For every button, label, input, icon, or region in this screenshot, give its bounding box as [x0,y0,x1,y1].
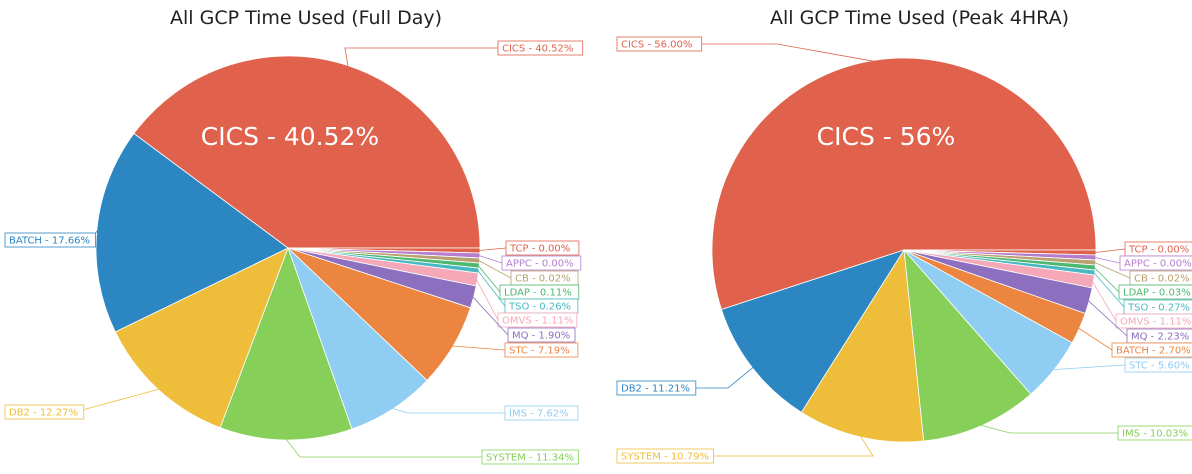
pie-slice-batch[interactable] [95,132,289,333]
callout-label-cb: CB - 0.02% [1134,274,1190,285]
callout-box-system [481,449,579,465]
callout-label-tcp: TCP - 0.00% [1128,245,1189,256]
callout-box-appc [1119,255,1192,271]
callout-box-omvs [1115,313,1192,329]
callout-label-ldap: LDAP - 0.11% [504,288,572,299]
callout-line-omvs [1092,281,1117,322]
callout-line-cb [1094,262,1131,279]
pie-slice-system[interactable] [800,248,925,443]
callout-label-appc: APPC - 0.00% [1124,259,1192,270]
chart-title-peak-4hra: All GCP Time Used (Peak 4HRA) [770,7,1069,29]
callout-label-stc: STC - 7.19% [509,346,570,357]
callout-label-cb: CB - 0.02% [515,274,571,285]
callout-box-cics [497,40,584,56]
callout-line-db2 [695,366,754,389]
callout-box-db2 [4,404,85,420]
callout-line-ldap [477,265,501,293]
callout-label-ims: IMS - 7.62% [509,409,569,420]
callout-label-tcp: TCP - 0.00% [509,244,570,255]
pie-slice-db2[interactable] [114,247,289,429]
callout-label-mq: MQ - 1.90% [512,331,570,342]
callout-box-db2 [616,380,697,396]
pie-slice-cics[interactable] [711,57,1097,311]
callout-line-appc [478,255,503,264]
callout-line-cics [344,47,498,67]
center-label: CICS - 56% [817,122,956,151]
callout-label-system: SYSTEM - 11.34% [486,453,574,464]
callout-label-tso: TSO - 0.27% [1127,303,1190,314]
callout-line-batch [1078,327,1113,351]
callout-box-tcp [505,240,580,256]
callout-line-ims [391,408,505,414]
callout-box-stc [504,342,579,358]
callout-box-appc [501,255,582,271]
callout-line-system [285,438,482,458]
pie-all-gcp-time-used-peak-4hra-: CICS - 56% CICS - 56.00% TCP - 0.00% APPC -… [616,36,1192,464]
callout-label-omvs: OMVS - 1.11% [502,316,573,327]
callout-box-batch [4,232,96,248]
callout-label-stc: STC - 5.60% [1129,361,1190,372]
callout-label-appc: APPC - 0.00% [506,259,574,270]
callout-line-appc [1094,257,1121,264]
callout-line-tso [1093,272,1125,308]
callout-label-db2: DB2 - 12.27% [9,408,78,419]
callout-line-tcp [1094,248,1126,253]
callout-label-batch: BATCH - 2.70% [1116,346,1191,357]
callout-label-ldap: LDAP - 0.03% [1123,288,1191,299]
callout-label-db2: DB2 - 11.21% [621,384,690,395]
callout-line-stc [451,345,506,351]
callout-label-cics: CICS - 40.52% [502,44,573,55]
callout-box-batch [1111,342,1192,358]
callout-line-system [713,435,874,457]
callout-label-ims: IMS - 10.03% [1122,429,1188,440]
callout-box-cics [616,36,703,52]
callout-label-batch: BATCH - 17.66% [9,236,90,247]
callout-label-cics: CICS - 56.00% [621,40,692,51]
callout-line-omvs [476,279,499,321]
callout-line-mq [472,296,509,336]
callout-line-ldap [1093,267,1120,293]
callout-box-ims [1117,425,1192,441]
callout-box-mq [507,327,576,343]
callout-line-stc [1052,364,1126,370]
callout-box-ldap [1118,284,1192,300]
callout-line-cb [478,260,512,279]
callout-box-omvs [497,312,578,328]
callout-label-tso: TSO - 0.26% [508,302,571,313]
callout-box-system [616,448,714,464]
callout-label-system: SYSTEM - 10.79% [621,452,709,463]
callout-label-mq: MQ - 2.23% [1131,332,1189,343]
center-label: CICS - 40.52% [201,122,379,151]
pie-slice-ims[interactable] [903,248,1032,442]
callout-line-mq [1087,300,1128,337]
callout-line-tso [477,270,506,307]
callout-label-omvs: OMVS - 1.11% [1120,317,1191,328]
callout-line-db2 [74,388,160,413]
pie-all-gcp-time-used-full-day-: CICS - 40.52% CICS - 40.52% TCP - 0.00% APP… [4,40,584,465]
pie-slice-cics[interactable] [133,55,481,249]
chart-title-full-day: All GCP Time Used (Full Day) [170,7,443,29]
callout-line-tcp [478,247,507,251]
callout-box-stc [1124,357,1192,373]
callout-line-cics [701,43,875,62]
callout-line-ims [980,424,1118,434]
callout-box-ims [504,405,579,421]
pie-slice-system[interactable] [219,246,353,441]
